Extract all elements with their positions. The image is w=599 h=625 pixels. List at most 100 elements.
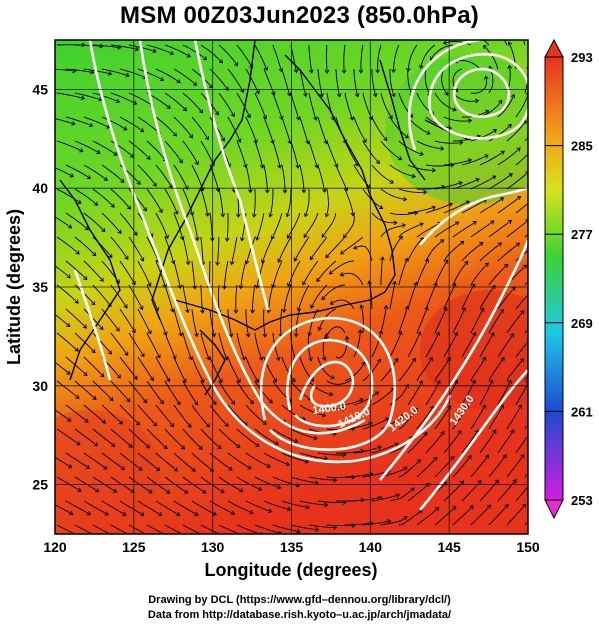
streamline: [83, 212, 106, 232]
streamline: [236, 380, 254, 404]
colorbar-tick-label: 269: [571, 316, 593, 331]
streamline-arrowhead: [419, 151, 424, 157]
streamline-arrowhead: [457, 430, 462, 435]
streamline-arrowhead: [255, 236, 260, 241]
streamline-arrowhead: [510, 429, 515, 434]
streamline-arrowhead: [387, 519, 392, 524]
streamline: [299, 68, 307, 97]
streamline-arrowhead: [522, 264, 528, 269]
streamline-arrowhead: [94, 201, 99, 206]
streamline: [119, 404, 140, 426]
streamline: [146, 44, 174, 55]
streamline: [340, 272, 364, 286]
streamline: [434, 221, 459, 238]
streamline-arrowhead: [173, 467, 179, 472]
streamline: [454, 59, 481, 70]
streamline-arrowhead: [344, 335, 350, 340]
streamline-arrowhead: [184, 489, 189, 494]
streamline: [380, 257, 384, 286]
streamline: [326, 476, 355, 479]
streamline: [398, 509, 423, 526]
streamline: [272, 332, 280, 361]
streamline: [74, 188, 98, 206]
streamline-arrowhead: [446, 356, 451, 362]
streamline-arrowhead: [118, 420, 123, 425]
streamline: [389, 212, 418, 215]
streamline-arrowhead: [361, 361, 366, 366]
streamline-arrowhead: [394, 442, 399, 447]
streamline-arrowhead: [262, 333, 268, 338]
streamline: [200, 524, 221, 534]
streamline-arrowhead: [303, 233, 308, 238]
streamline-arrowhead: [202, 56, 208, 61]
streamline: [119, 452, 143, 471]
streamline-arrowhead: [271, 91, 276, 96]
streamline: [443, 283, 456, 310]
streamline-arrowhead: [276, 484, 282, 490]
streamline-arrowhead: [329, 300, 335, 305]
streamline-arrowhead: [255, 284, 260, 289]
streamline-arrowhead: [391, 68, 396, 74]
streamline-arrowhead: [268, 399, 273, 404]
streamline: [371, 494, 400, 502]
streamline: [304, 188, 310, 217]
streamline: [515, 202, 528, 214]
streamline: [479, 479, 499, 502]
streamline: [407, 482, 430, 502]
colorbar-gradient: [544, 56, 564, 501]
streamline-arrowhead: [293, 257, 298, 262]
streamline: [506, 454, 525, 478]
streamline: [308, 524, 337, 529]
streamline-arrowhead: [110, 203, 115, 208]
streamline-arrowhead: [245, 333, 251, 338]
streamline-arrowhead: [321, 356, 327, 361]
streamline: [380, 466, 408, 478]
streamline-arrowhead: [282, 189, 288, 194]
streamline: [173, 68, 197, 86]
streamline: [92, 428, 116, 447]
streamline-arrowhead: [83, 371, 88, 376]
streamline-arrowhead: [125, 72, 130, 78]
streamline: [65, 68, 94, 73]
streamline: [83, 356, 105, 378]
streamline-arrowhead: [411, 357, 416, 362]
streamline: [380, 358, 398, 382]
streamline: [101, 500, 127, 516]
streamline-arrowhead: [163, 444, 168, 450]
streamline: [227, 116, 241, 143]
streamline-arrowhead: [450, 455, 455, 461]
streamline: [128, 332, 145, 357]
streamline: [236, 428, 260, 447]
streamline-arrowhead: [170, 422, 175, 428]
streamline-arrowhead: [321, 296, 326, 301]
streamline: [55, 313, 70, 327]
streamline-arrowhead: [100, 373, 105, 378]
streamline: [536, 18, 543, 45]
streamline-arrowhead: [450, 162, 455, 168]
streamline: [299, 116, 309, 144]
streamline-arrowhead: [336, 93, 342, 98]
streamline-arrowhead: [239, 237, 245, 242]
streamline: [55, 167, 74, 178]
streamline: [191, 212, 199, 241]
streamline: [506, 310, 525, 334]
streamline: [343, 44, 346, 73]
streamline: [254, 92, 267, 119]
streamline: [253, 188, 256, 217]
streamline: [119, 308, 136, 333]
streamline-arrowhead: [75, 394, 80, 399]
streamline-arrowhead: [77, 199, 82, 204]
streamline-arrowhead: [152, 48, 157, 54]
streamline-arrowhead: [198, 445, 203, 450]
streamline-arrowhead: [122, 511, 127, 516]
streamline-arrowhead: [461, 307, 467, 312]
streamline: [146, 380, 164, 404]
streamline: [209, 68, 229, 91]
streamline-arrowhead: [266, 463, 271, 468]
streamline-arrowhead: [498, 99, 503, 105]
streamline-arrowhead: [507, 123, 512, 128]
streamline-arrowhead: [194, 160, 199, 166]
streamline: [380, 305, 387, 334]
streamline: [506, 171, 528, 190]
streamline-arrowhead: [362, 138, 367, 143]
